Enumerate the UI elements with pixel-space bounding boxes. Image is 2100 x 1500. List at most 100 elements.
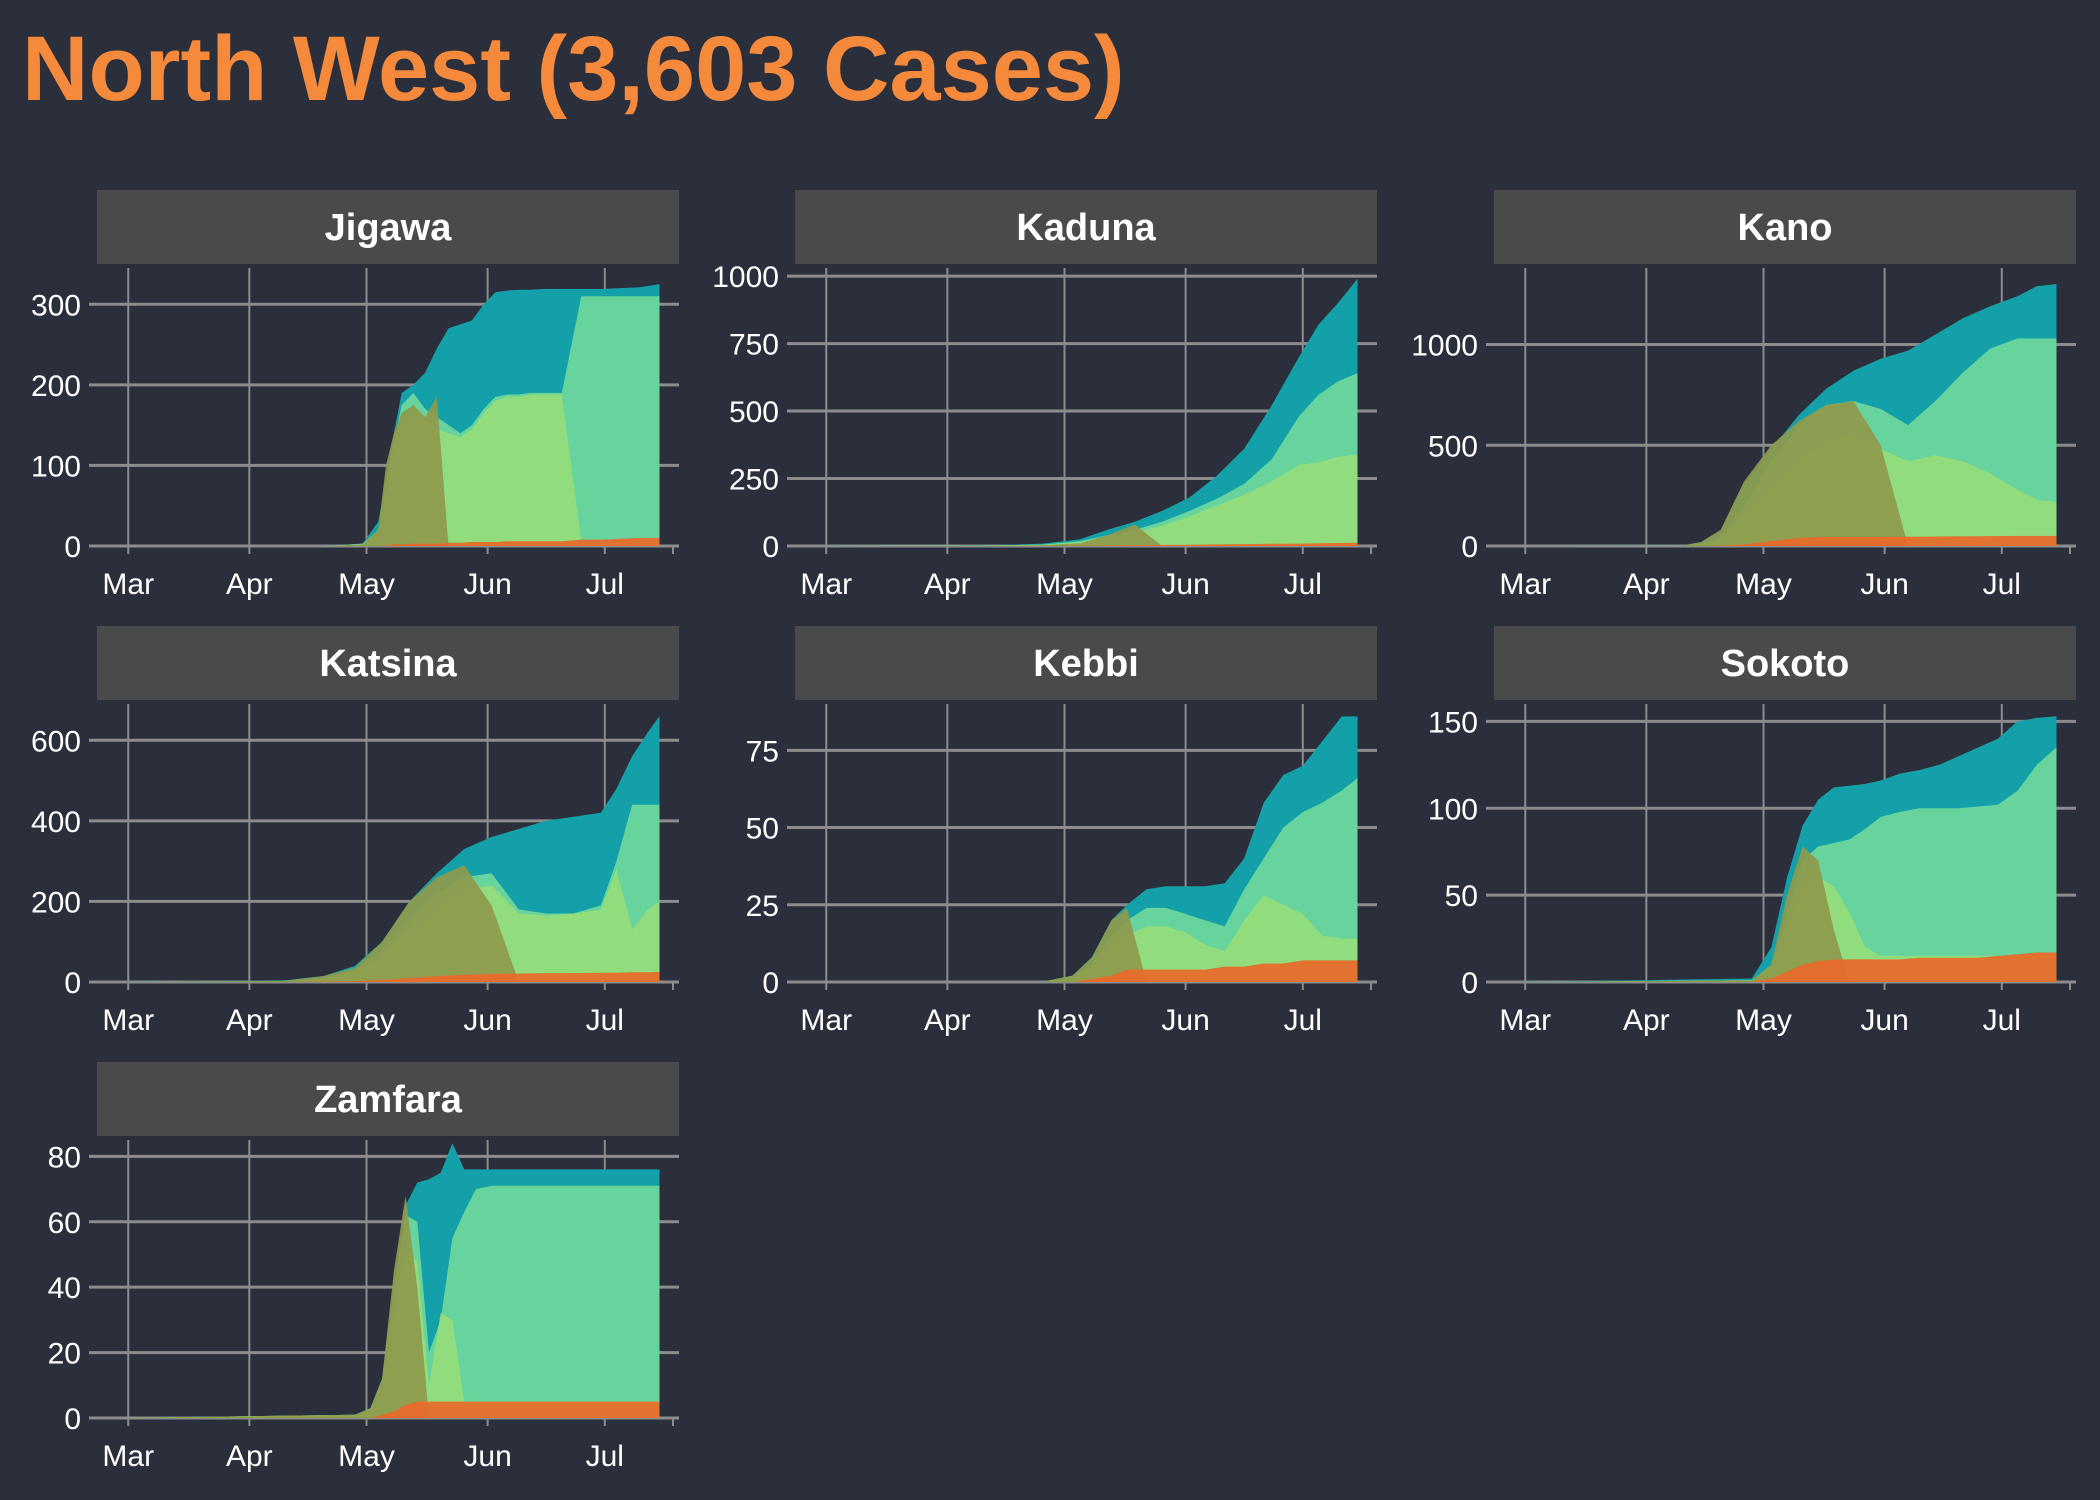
facet-title: Sokoto <box>1721 643 1850 685</box>
y-tick-label: 0 <box>762 531 779 564</box>
y-tick-label: 500 <box>729 396 779 429</box>
y-tick-label: 1000 <box>1411 330 1478 363</box>
area-green <box>818 778 1358 982</box>
facet-sokoto: Sokoto 0 50 100 150 Mar Apr May Jun Jul <box>1428 626 2076 1037</box>
x-tick-label: Jun <box>463 568 511 601</box>
area-orange <box>1517 952 2057 982</box>
area-series-group <box>1517 716 2057 982</box>
facet-title: Katsina <box>319 643 457 685</box>
x-tick-label: May <box>338 1004 395 1037</box>
y-tick-label: 200 <box>31 886 81 919</box>
y-tick-label: 250 <box>729 464 779 497</box>
y-tick-label: 50 <box>746 813 779 846</box>
area-lightgreen <box>1517 877 2057 982</box>
area-teal <box>818 716 1358 982</box>
area-olive <box>818 907 1358 982</box>
area-orange <box>818 960 1358 982</box>
x-tick-label: Jul <box>586 568 624 601</box>
area-orange <box>1517 535 2057 546</box>
area-green <box>1517 747 2057 982</box>
x-tick-label: Mar <box>102 1004 154 1037</box>
y-tick-label: 0 <box>64 1403 81 1436</box>
y-tick-label: 0 <box>762 967 779 1000</box>
area-olive <box>818 524 1358 546</box>
area-orange <box>120 537 660 546</box>
area-lightgreen <box>818 454 1358 546</box>
area-series-group <box>120 716 660 982</box>
y-tick-label: 1000 <box>712 261 779 294</box>
area-lightgreen <box>120 869 660 982</box>
x-tick-label: Jun <box>463 1440 511 1473</box>
facet-strip <box>97 1062 679 1136</box>
x-tick-label: Jul <box>1983 568 2021 601</box>
facet-kebbi: Kebbi 0 25 50 75 Mar Apr May Jun Jul <box>746 626 1377 1037</box>
facet-title: Kaduna <box>1016 207 1156 249</box>
y-tick-label: 80 <box>48 1141 81 1174</box>
area-green <box>120 1185 660 1418</box>
x-tick-label: Apr <box>1623 568 1670 601</box>
facet-strip <box>97 190 679 264</box>
area-olive <box>1517 401 2057 546</box>
y-tick-label: 0 <box>1461 967 1478 1000</box>
facet-title: Zamfara <box>314 1079 463 1121</box>
y-tick-label: 100 <box>1428 793 1478 826</box>
y-tick-label: 25 <box>746 890 779 923</box>
facet-strip <box>795 626 1377 700</box>
y-tick-label: 100 <box>31 450 81 483</box>
x-tick-label: Mar <box>1499 1004 1551 1037</box>
area-lightgreen <box>818 895 1358 982</box>
area-olive <box>120 396 660 546</box>
facet-strip <box>1494 190 2076 264</box>
y-tick-label: 20 <box>48 1338 81 1371</box>
y-tick-label: 0 <box>1461 531 1478 564</box>
y-tick-label: 400 <box>31 806 81 839</box>
x-tick-label: May <box>1735 1004 1792 1037</box>
x-tick-label: Jul <box>1983 1004 2021 1037</box>
y-tick-label: 50 <box>1445 880 1478 913</box>
y-tick-label: 0 <box>64 531 81 564</box>
x-tick-label: Apr <box>924 1004 971 1037</box>
x-tick-label: Apr <box>226 1004 273 1037</box>
facet-katsina: Katsina 0 200 400 600 Mar Apr May Jun Jul <box>31 626 679 1037</box>
facet-title: Jigawa <box>325 207 453 249</box>
area-green <box>818 373 1358 546</box>
facet-strip <box>795 190 1377 264</box>
x-tick-label: Mar <box>800 568 852 601</box>
y-tick-label: 0 <box>64 967 81 1000</box>
x-tick-label: Jun <box>463 1004 511 1037</box>
x-tick-label: Jun <box>1860 1004 1908 1037</box>
area-orange <box>120 971 660 982</box>
facet-kano: Kano 0 500 1000 Mar Apr May Jun Jul <box>1411 190 2076 601</box>
x-tick-label: Jun <box>1161 1004 1209 1037</box>
facet-title: Kano <box>1738 207 1833 249</box>
x-tick-label: May <box>1735 568 1792 601</box>
y-tick-label: 75 <box>746 735 779 768</box>
area-olive <box>120 1195 660 1418</box>
area-orange <box>120 1401 660 1418</box>
y-tick-label: 750 <box>729 329 779 362</box>
x-tick-label: Apr <box>226 568 273 601</box>
x-tick-label: Mar <box>102 1440 154 1473</box>
area-series-group <box>120 284 660 546</box>
facet-zamfara: Zamfara 0 20 40 60 80 Mar Apr May Jun Jul <box>48 1062 679 1473</box>
x-tick-label: May <box>1036 1004 1093 1037</box>
x-tick-label: Jul <box>586 1440 624 1473</box>
y-tick-label: 600 <box>31 725 81 758</box>
y-tick-label: 500 <box>1428 430 1478 463</box>
y-tick-label: 300 <box>31 289 81 322</box>
area-series-group <box>120 1143 660 1418</box>
area-olive <box>120 865 660 982</box>
area-teal <box>818 278 1358 546</box>
x-tick-label: Jul <box>1284 1004 1322 1037</box>
y-tick-label: 150 <box>1428 706 1478 739</box>
area-series-group <box>1517 284 2057 546</box>
x-tick-label: Jun <box>1860 568 1908 601</box>
x-tick-label: Jul <box>586 1004 624 1037</box>
y-tick-label: 200 <box>31 370 81 403</box>
x-tick-label: Jun <box>1161 568 1209 601</box>
y-tick-label: 40 <box>48 1272 81 1305</box>
area-orange <box>818 542 1358 546</box>
facet-strip <box>1494 626 2076 700</box>
x-tick-label: May <box>338 568 395 601</box>
x-tick-label: May <box>338 1440 395 1473</box>
